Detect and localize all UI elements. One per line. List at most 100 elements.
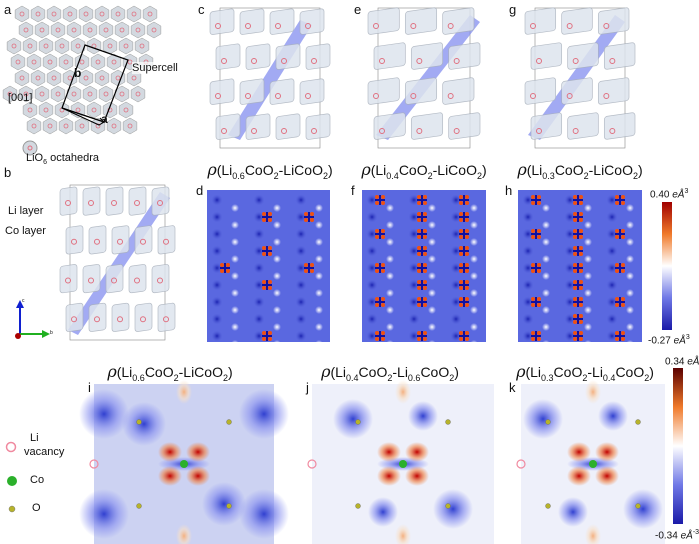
octahedron (105, 186, 124, 216)
lobe (615, 269, 619, 273)
octahedron (26, 117, 42, 135)
li-site (43, 107, 49, 113)
octahedron (38, 37, 54, 55)
title-segment: 2 (583, 170, 589, 181)
direction-label: [001] (8, 92, 33, 104)
lobe (417, 218, 421, 222)
lobe (579, 252, 583, 256)
li-site (275, 93, 281, 99)
lobe (310, 212, 314, 216)
li-site (15, 59, 21, 65)
li-site (71, 91, 77, 97)
octahedron (157, 302, 176, 332)
octahedron (70, 37, 86, 55)
li-site (115, 11, 121, 17)
accumulation-region (585, 380, 601, 404)
octahedron (122, 117, 138, 135)
li-site (572, 128, 579, 134)
octahedron (90, 53, 106, 71)
density-map-k (516, 380, 665, 544)
lobe (537, 337, 541, 341)
li-site (245, 23, 251, 29)
depletion (295, 228, 307, 240)
accumulation (315, 204, 323, 212)
depletion-region (368, 497, 398, 527)
colorbar-bottom-min: -0.34 eÅ-3 (655, 529, 699, 542)
octahedron (367, 7, 400, 35)
li-site (140, 238, 146, 245)
depletion-region (122, 402, 166, 446)
li-site (87, 91, 93, 97)
co-atom (399, 460, 407, 468)
li-site (111, 123, 117, 129)
axis-triad (15, 300, 50, 339)
accumulation-lobe (158, 442, 182, 462)
depletion (211, 211, 223, 223)
lobe (417, 303, 421, 307)
lobe (417, 212, 421, 216)
accumulation (626, 323, 634, 331)
lobe (579, 218, 583, 222)
lobe (304, 269, 308, 273)
lobe (459, 229, 463, 233)
octahedron (58, 117, 74, 135)
title-segment: 2 (173, 372, 179, 383)
depletion (522, 245, 534, 257)
li-site (63, 59, 69, 65)
o-atom (355, 503, 361, 509)
o-atom (226, 503, 232, 509)
octahedra-label: LiO6 octahedra (26, 152, 100, 167)
lobe (381, 297, 385, 301)
panel-label-a: a (4, 2, 12, 17)
lobe (579, 297, 583, 301)
octahedron (46, 69, 62, 87)
title-segment: 2 (222, 372, 228, 383)
co-layer-label: Co layer (5, 225, 46, 237)
li-site (88, 277, 94, 284)
accumulation (542, 340, 550, 348)
co-atom-icon (7, 476, 17, 486)
lobe (375, 269, 379, 273)
accumulation (231, 221, 239, 229)
lobe (459, 195, 463, 199)
vector-a-label: a (101, 112, 108, 126)
panel-label-k: k (509, 380, 516, 395)
lobe (220, 263, 224, 267)
accumulation (231, 289, 239, 297)
li-site (311, 58, 317, 64)
lobe (573, 212, 577, 216)
li-site (566, 93, 573, 99)
depletion (450, 313, 462, 325)
li-site (215, 23, 221, 29)
li-site (19, 75, 25, 81)
accumulation-lobe (567, 466, 591, 486)
lobe (459, 303, 463, 307)
lobe (531, 235, 535, 239)
slab-highlight (528, 15, 625, 140)
accumulation (315, 238, 323, 246)
octahedron (10, 53, 26, 71)
octahedron (442, 7, 475, 35)
octahedron (367, 77, 400, 105)
lobe (268, 246, 272, 250)
lobe (268, 218, 272, 222)
lobe (262, 280, 266, 284)
accumulation (428, 323, 436, 331)
title-segment: 0.4 (386, 170, 399, 181)
lobe (423, 297, 427, 301)
title-i: ρ(Li0.6CoO2-LiCoO2) (107, 362, 232, 383)
lobe (226, 269, 230, 273)
lobe (531, 201, 535, 205)
lobe (621, 201, 625, 205)
depletion-region (202, 482, 246, 526)
o-atom (226, 419, 232, 425)
lobe (423, 286, 427, 290)
title-segment: (Li (330, 364, 347, 380)
accumulation (584, 255, 592, 263)
octahedron (98, 21, 114, 39)
accumulation (584, 323, 592, 331)
lobe (459, 280, 463, 284)
lobe (417, 331, 421, 335)
octahedron (22, 101, 38, 119)
lobe (537, 201, 541, 205)
